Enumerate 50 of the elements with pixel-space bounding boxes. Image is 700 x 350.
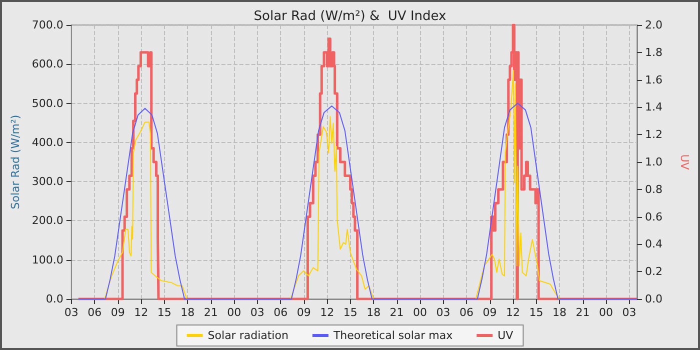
legend-label: Theoretical solar max <box>332 329 454 342</box>
x-tick-label: 06 <box>274 306 288 319</box>
x-tick-label: 03 <box>250 306 264 319</box>
y-tick-label: 200.0 <box>32 214 64 228</box>
x-tick-label: 03 <box>64 306 78 319</box>
y-axis-title: Solar Rad (W/m²) <box>9 114 22 210</box>
x-tick-label: 03 <box>622 306 636 319</box>
y2-tick-label: 0.4 <box>645 238 662 251</box>
x-tick-label: 06 <box>88 306 102 319</box>
x-tick-label: 21 <box>204 306 218 319</box>
x-tick-label: 03 <box>436 306 450 319</box>
x-tick-label: 09 <box>296 306 311 319</box>
y-tick-label: 0.0 <box>46 292 64 306</box>
x-tick-label: 18 <box>180 306 195 319</box>
x-tick-label: 12 <box>320 306 334 319</box>
x-tick-label: 00 <box>599 306 614 319</box>
y2-axis-title: UV <box>678 154 691 170</box>
y2-tick-label: 2.0 <box>645 18 662 32</box>
x-tick-label: 12 <box>506 306 520 319</box>
legend-label: Solar radiation <box>208 329 288 342</box>
legend-label: UV <box>498 329 514 342</box>
y2-tick-label: 0.6 <box>645 210 662 224</box>
y-tick-label: 500.0 <box>32 96 64 110</box>
x-tick-label: 21 <box>390 306 404 319</box>
x-tick-label: 09 <box>482 306 497 319</box>
chart-title: Solar Rad (W/m²) & UV Index <box>254 9 447 24</box>
y2-tick-label: 1.0 <box>645 156 662 168</box>
x-tick-label: 15 <box>343 306 358 319</box>
y-tick-label: 100.0 <box>32 253 64 266</box>
y-tick-label: 300.0 <box>32 175 64 188</box>
y2-tick-label: 1.8 <box>645 46 662 59</box>
x-tick-label: 06 <box>460 306 474 319</box>
y2-tick-label: 1.6 <box>645 73 662 86</box>
x-tick-label: 12 <box>134 306 148 319</box>
y2-tick-label: 1.4 <box>645 100 662 114</box>
y-tick-label: 400.0 <box>32 136 64 149</box>
x-tick-label: 18 <box>552 306 567 319</box>
y-tick-label: 700.0 <box>32 18 64 32</box>
x-tick-label: 09 <box>110 306 125 319</box>
x-tick-label: 00 <box>413 306 428 319</box>
x-tick-label: 21 <box>576 306 590 319</box>
x-tick-label: 18 <box>366 306 381 319</box>
y-tick-label: 600.0 <box>32 58 64 71</box>
x-tick-label: 15 <box>157 306 172 319</box>
x-tick-label: 00 <box>227 306 242 319</box>
y2-tick-label: 1.2 <box>645 128 662 142</box>
y2-tick-label: 0.2 <box>645 265 662 278</box>
x-tick-label: 15 <box>529 306 544 319</box>
y2-tick-label: 0.8 <box>645 182 662 196</box>
y2-tick-label: 0.0 <box>645 292 662 306</box>
